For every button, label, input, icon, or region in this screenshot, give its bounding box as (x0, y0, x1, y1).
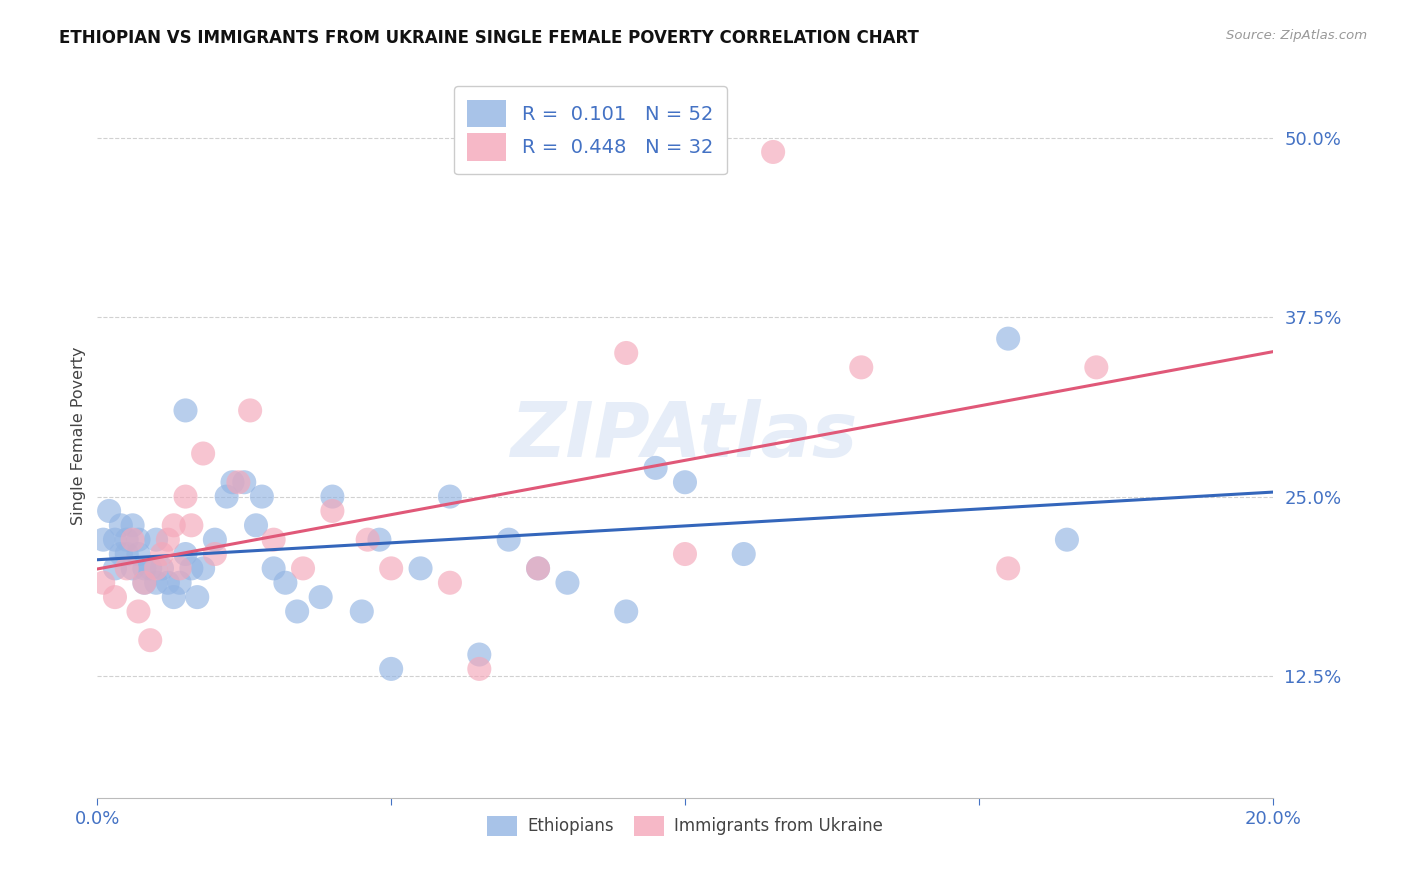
Point (110, 547, 132, 561)
Point (468, 648, 491, 662)
Point (614, 604, 637, 618)
Point (134, 561, 156, 575)
Text: Source: ZipAtlas.com: Source: ZipAtlas.com (1226, 29, 1367, 42)
Point (614, 346, 637, 360)
Point (673, 475, 696, 490)
Point (468, 662, 491, 676)
Point (191, 561, 214, 575)
Point (851, 360, 873, 375)
Point (127, 547, 149, 561)
Point (115, 561, 138, 575)
Point (439, 575, 461, 590)
Point (644, 461, 666, 475)
Point (127, 604, 149, 618)
Point (250, 490, 273, 504)
Point (104, 533, 127, 547)
Point (762, 145, 785, 159)
Point (134, 575, 156, 590)
Point (145, 533, 167, 547)
Point (557, 575, 579, 590)
Point (221, 475, 243, 490)
Point (997, 332, 1019, 346)
Point (321, 490, 343, 504)
Point (321, 504, 343, 518)
Point (498, 533, 520, 547)
Point (215, 490, 238, 504)
Point (309, 590, 332, 604)
Point (104, 561, 127, 575)
Point (368, 533, 391, 547)
Point (91, 533, 114, 547)
Point (169, 575, 191, 590)
Point (156, 575, 179, 590)
Point (104, 590, 127, 604)
Point (139, 633, 162, 648)
Point (145, 575, 167, 590)
Point (733, 547, 755, 561)
Point (263, 533, 285, 547)
Point (439, 490, 461, 504)
Point (169, 561, 191, 575)
Point (1085, 360, 1108, 375)
Point (380, 662, 402, 676)
Point (263, 561, 285, 575)
Point (110, 518, 132, 533)
Point (527, 561, 550, 575)
Point (191, 446, 214, 460)
Point (145, 561, 167, 575)
Point (380, 561, 402, 575)
Point (356, 533, 378, 547)
Point (127, 533, 149, 547)
Point (150, 547, 173, 561)
Point (673, 547, 696, 561)
Point (1056, 533, 1078, 547)
Point (245, 518, 267, 533)
Point (239, 403, 262, 417)
Y-axis label: Single Female Poverty: Single Female Poverty (72, 346, 86, 524)
Point (180, 518, 202, 533)
Point (527, 561, 550, 575)
Point (163, 590, 186, 604)
Point (174, 490, 197, 504)
Point (134, 575, 156, 590)
Point (156, 533, 179, 547)
Point (174, 403, 197, 417)
Point (163, 518, 186, 533)
Point (204, 533, 226, 547)
Legend: Ethiopians, Immigrants from Ukraine: Ethiopians, Immigrants from Ukraine (479, 807, 891, 844)
Point (285, 604, 308, 618)
Point (292, 561, 315, 575)
Point (274, 575, 297, 590)
Point (98, 504, 121, 518)
Point (204, 547, 226, 561)
Point (180, 561, 202, 575)
Point (997, 561, 1019, 575)
Point (121, 518, 143, 533)
Text: ETHIOPIAN VS IMMIGRANTS FROM UKRAINE SINGLE FEMALE POVERTY CORRELATION CHART: ETHIOPIAN VS IMMIGRANTS FROM UKRAINE SIN… (59, 29, 920, 46)
Point (139, 561, 162, 575)
Point (409, 561, 432, 575)
Point (233, 475, 256, 490)
Point (121, 533, 143, 547)
Point (228, 475, 250, 490)
Point (115, 547, 138, 561)
Point (150, 561, 173, 575)
Point (350, 604, 373, 618)
Text: ZIPAtlas: ZIPAtlas (512, 399, 859, 473)
Point (91, 575, 114, 590)
Point (121, 561, 143, 575)
Point (186, 590, 208, 604)
Point (174, 547, 197, 561)
Point (115, 533, 138, 547)
